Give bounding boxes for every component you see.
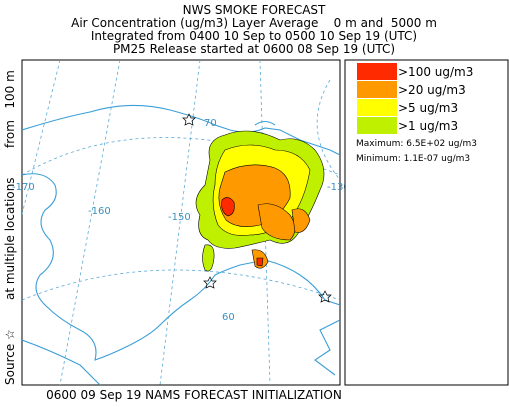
graticule-label: -170 bbox=[12, 182, 35, 193]
subtitle: Air Concentration (ug/m3) Layer Average … bbox=[71, 16, 437, 30]
plume-4 bbox=[221, 197, 235, 217]
legend-maximum: Maximum: 6.5E+02 ug/m3 bbox=[356, 139, 477, 149]
source-markers bbox=[182, 113, 332, 303]
graticule-label: 60 bbox=[222, 312, 235, 323]
legend-swatch bbox=[357, 63, 397, 80]
map: -170 -160 -150 -130 70 60 bbox=[12, 59, 350, 386]
legend: >100 ug/m3 >20 ug/m3 >5 ug/m3 >1 ug/m3 Maxi… bbox=[344, 59, 509, 386]
graticule-label: -130 bbox=[327, 182, 350, 193]
legend-label: >1 ug/m3 bbox=[398, 119, 458, 133]
plume-6 bbox=[202, 244, 215, 272]
footer: 0600 09 Sep 19 NAMS FORECAST INITIALIZAT… bbox=[46, 388, 342, 402]
side-label: from 100 m bbox=[3, 70, 17, 148]
title: NWS SMOKE FORECAST bbox=[183, 3, 326, 17]
plume-9 bbox=[291, 208, 311, 233]
side-label: Source ☆ bbox=[3, 329, 17, 385]
legend-swatch bbox=[357, 99, 397, 116]
subtitle: Integrated from 0400 10 Sep to 0500 10 S… bbox=[91, 29, 417, 43]
legend-label: >100 ug/m3 bbox=[398, 65, 473, 79]
subtitle: PM25 Release started at 0600 08 Sep 19 (… bbox=[113, 42, 395, 56]
side-label: at multiple locations bbox=[3, 177, 17, 300]
plume-8 bbox=[256, 257, 264, 267]
graticule-label: 70 bbox=[204, 118, 217, 129]
legend-label: >5 ug/m3 bbox=[398, 101, 458, 115]
legend-minimum: Minimum: 1.1E-07 ug/m3 bbox=[356, 154, 470, 164]
legend-label: >20 ug/m3 bbox=[398, 83, 466, 97]
smoke-plume bbox=[195, 130, 325, 272]
legend-swatch bbox=[357, 117, 397, 134]
legend-swatch bbox=[357, 81, 397, 98]
graticule-label: -160 bbox=[88, 206, 111, 217]
graticule-label: -150 bbox=[168, 212, 191, 223]
